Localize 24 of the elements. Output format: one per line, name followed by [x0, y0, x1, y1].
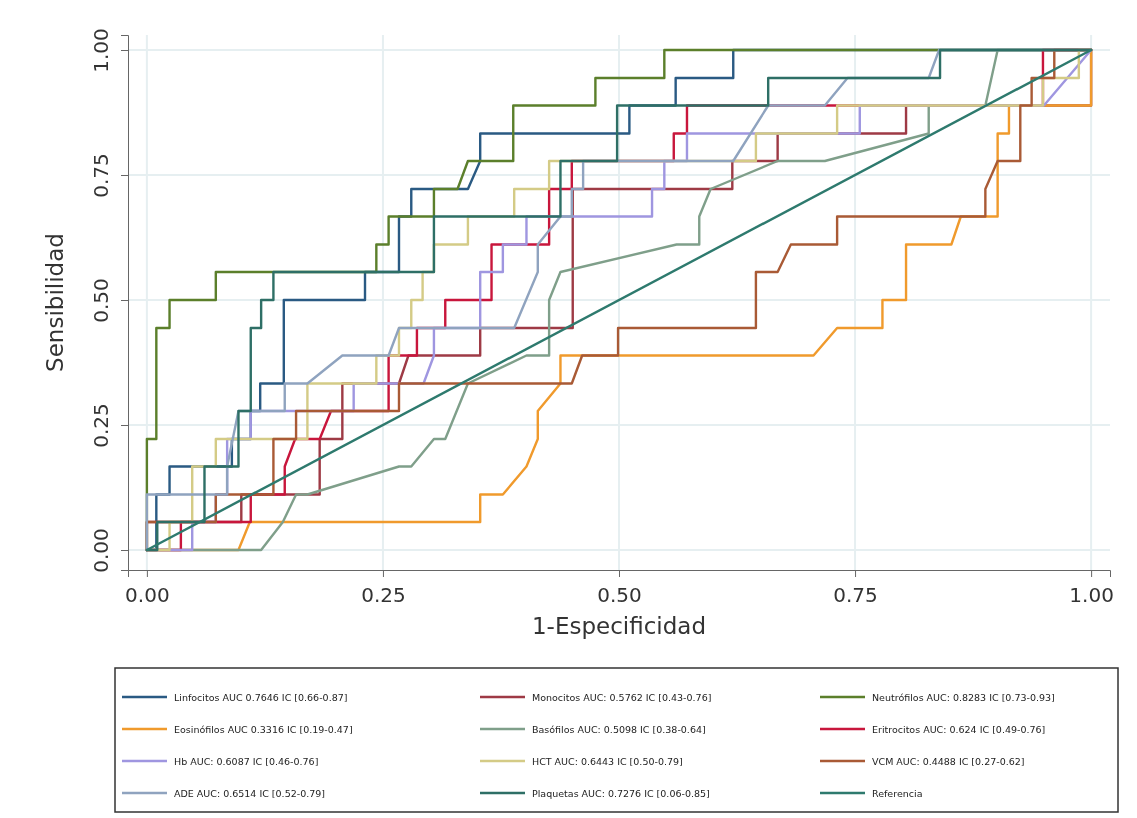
y-axis-title: Sensibilidad — [42, 233, 68, 372]
legend-label: Basófilos AUC: 0.5098 IC [0.38-0.64] — [532, 724, 706, 735]
x-tick-label: 0.50 — [597, 583, 642, 607]
legend-label: Eosinófilos AUC 0.3316 IC [0.19-0.47] — [174, 724, 353, 735]
legend-label: Eritrocitos AUC: 0.624 IC [0.49-0.76] — [872, 724, 1046, 735]
x-axis-title: 1-Especificidad — [531, 613, 707, 639]
y-tick-label: 0.75 — [89, 153, 113, 198]
legend-label: Plaquetas AUC: 0.7276 IC [0.06-0.85] — [532, 788, 710, 799]
y-tick-label: 0.50 — [89, 278, 113, 323]
y-tick-label: 0.00 — [89, 528, 113, 573]
x-tick-label: 0.75 — [833, 583, 878, 607]
legend-label: VCM AUC: 0.4488 IC [0.27-0.62] — [872, 756, 1025, 767]
legend-label: Neutrófilos AUC: 0.8283 IC [0.73-0.93] — [872, 692, 1055, 703]
x-tick-label: 0.00 — [125, 583, 170, 607]
legend-label: ADE AUC: 0.6514 IC [0.52-0.79] — [174, 788, 326, 799]
x-tick-label: 1.00 — [1069, 583, 1114, 607]
y-tick-label: 1.00 — [89, 28, 113, 73]
legend-label: Monocitos AUC: 0.5762 IC [0.43-0.76] — [532, 692, 712, 703]
legend-label: Linfocitos AUC 0.7646 IC [0.66-0.87] — [174, 692, 348, 703]
y-tick-label: 0.25 — [89, 403, 113, 448]
legend-label: Hb AUC: 0.6087 IC [0.46-0.76] — [174, 756, 319, 767]
legend-label: HCT AUC: 0.6443 IC [0.50-0.79] — [532, 756, 683, 767]
x-tick-label: 0.25 — [361, 583, 406, 607]
legend-label: Referencia — [872, 788, 923, 799]
